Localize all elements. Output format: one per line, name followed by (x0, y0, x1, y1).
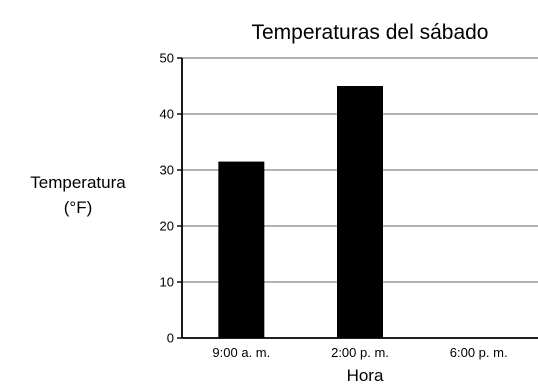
y-tick-label: 30 (160, 163, 174, 178)
chart-title: Temperaturas del sábado (252, 21, 489, 44)
x-tick-label: 6:00 p. m. (450, 345, 508, 360)
y-axis-label-line-1: Temperatura (30, 173, 126, 192)
bars (218, 86, 383, 338)
y-tick-labels: 0 10 20 30 40 50 (160, 51, 174, 346)
y-tick-label: 10 (160, 275, 174, 290)
axes (177, 57, 538, 339)
x-tick-label: 2:00 p. m. (331, 345, 389, 360)
y-tick-label: 0 (167, 331, 174, 346)
y-axis-label-line-2: (°F) (64, 198, 93, 217)
x-tick-label: 9:00 a. m. (212, 345, 270, 360)
x-axis-label: Hora (347, 366, 384, 385)
y-tick-label: 50 (160, 51, 174, 66)
x-tick-labels: 9:00 a. m. 2:00 p. m. 6:00 p. m. (212, 345, 507, 360)
bar-1 (218, 161, 265, 338)
bar-2 (337, 86, 383, 338)
y-tick-label: 20 (160, 219, 174, 234)
y-tick-label: 40 (160, 107, 174, 122)
